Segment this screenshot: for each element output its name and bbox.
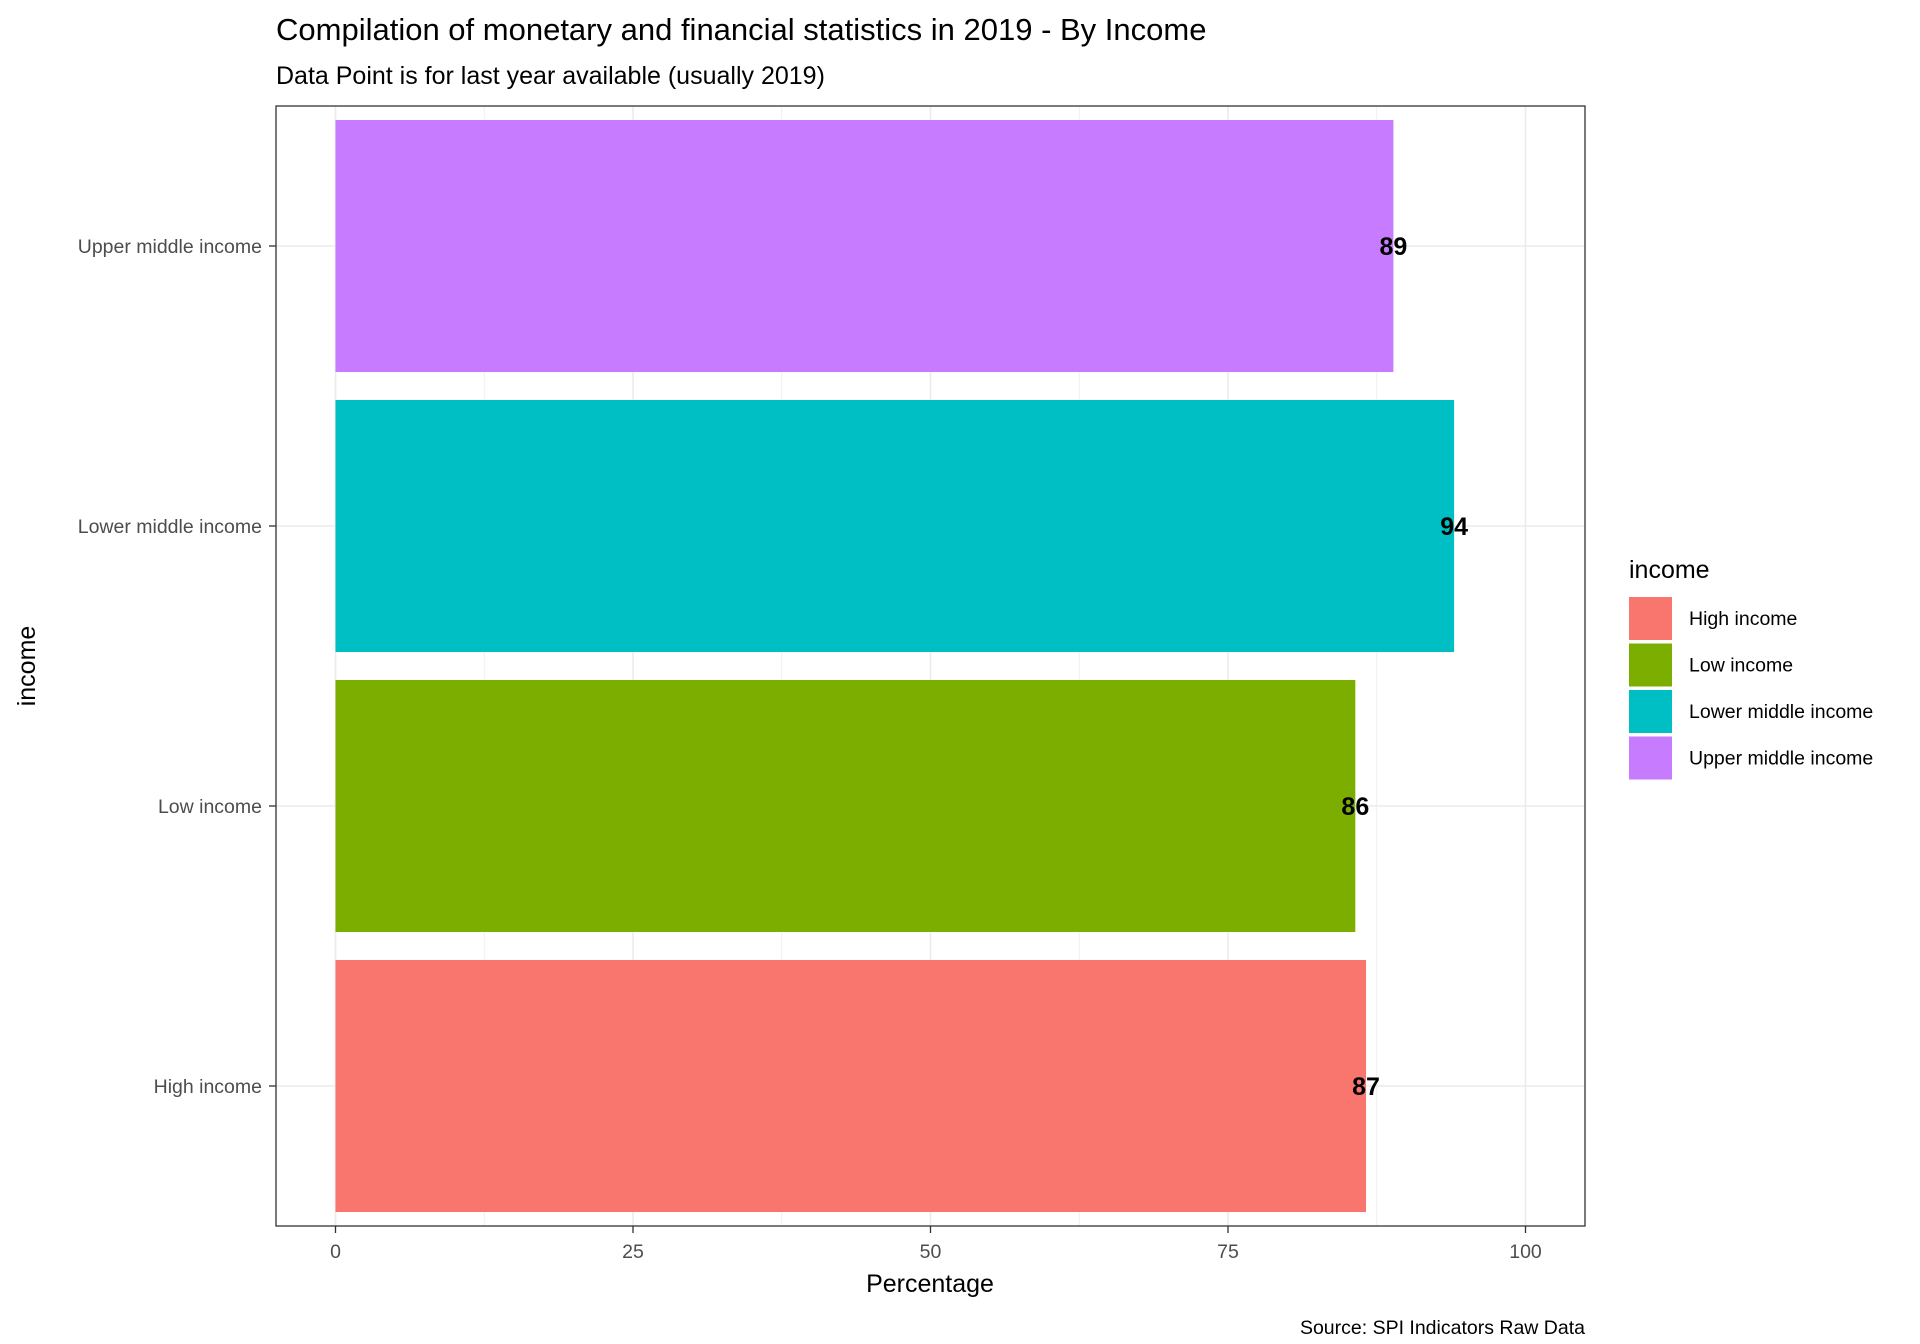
data-label: 89	[1380, 233, 1408, 261]
bars	[335, 120, 1455, 1212]
y-axis: High income Low income Lower middle income…	[78, 236, 276, 1098]
data-label: 94	[1440, 513, 1468, 541]
x-axis-title: Percentage	[866, 1270, 994, 1298]
legend-label: Upper middle income	[1689, 748, 1873, 770]
y-tick-label: Upper middle income	[78, 236, 262, 258]
bar	[335, 400, 1455, 652]
legend: income High income Low income Lower middle…	[1629, 556, 1873, 780]
legend-title: income	[1629, 556, 1710, 584]
bar	[335, 120, 1394, 372]
legend-key	[1629, 643, 1672, 687]
legend-key	[1629, 736, 1672, 780]
x-tick-label: 25	[622, 1241, 644, 1263]
x-tick-label: 50	[920, 1241, 942, 1263]
y-tick-label: Lower middle income	[78, 516, 262, 538]
y-axis-title: income	[13, 626, 41, 707]
x-tick-label: 75	[1217, 1241, 1239, 1263]
data-labels: 87 86 94 89	[1341, 233, 1468, 1101]
chart-caption: Source: SPI Indicators Raw Data	[1300, 1317, 1585, 1339]
chart-subtitle: Data Point is for last year available (u…	[276, 62, 825, 90]
y-tick-label: Low income	[158, 796, 262, 818]
bar	[335, 960, 1367, 1212]
bar	[335, 680, 1356, 932]
y-tick-label: High income	[154, 1076, 262, 1098]
legend-label: Lower middle income	[1689, 701, 1873, 723]
data-label: 87	[1352, 1073, 1380, 1101]
x-tick-label: 0	[330, 1241, 341, 1263]
legend-label: Low income	[1689, 655, 1793, 677]
legend-label: High income	[1689, 608, 1797, 630]
legend-key	[1629, 597, 1672, 640]
x-axis: 0 25 50 75 100	[330, 1226, 1542, 1263]
chart-title: Compilation of monetary and financial st…	[276, 12, 1206, 47]
data-label: 86	[1341, 793, 1369, 821]
x-tick-label: 100	[1509, 1241, 1542, 1263]
legend-key	[1629, 690, 1672, 733]
